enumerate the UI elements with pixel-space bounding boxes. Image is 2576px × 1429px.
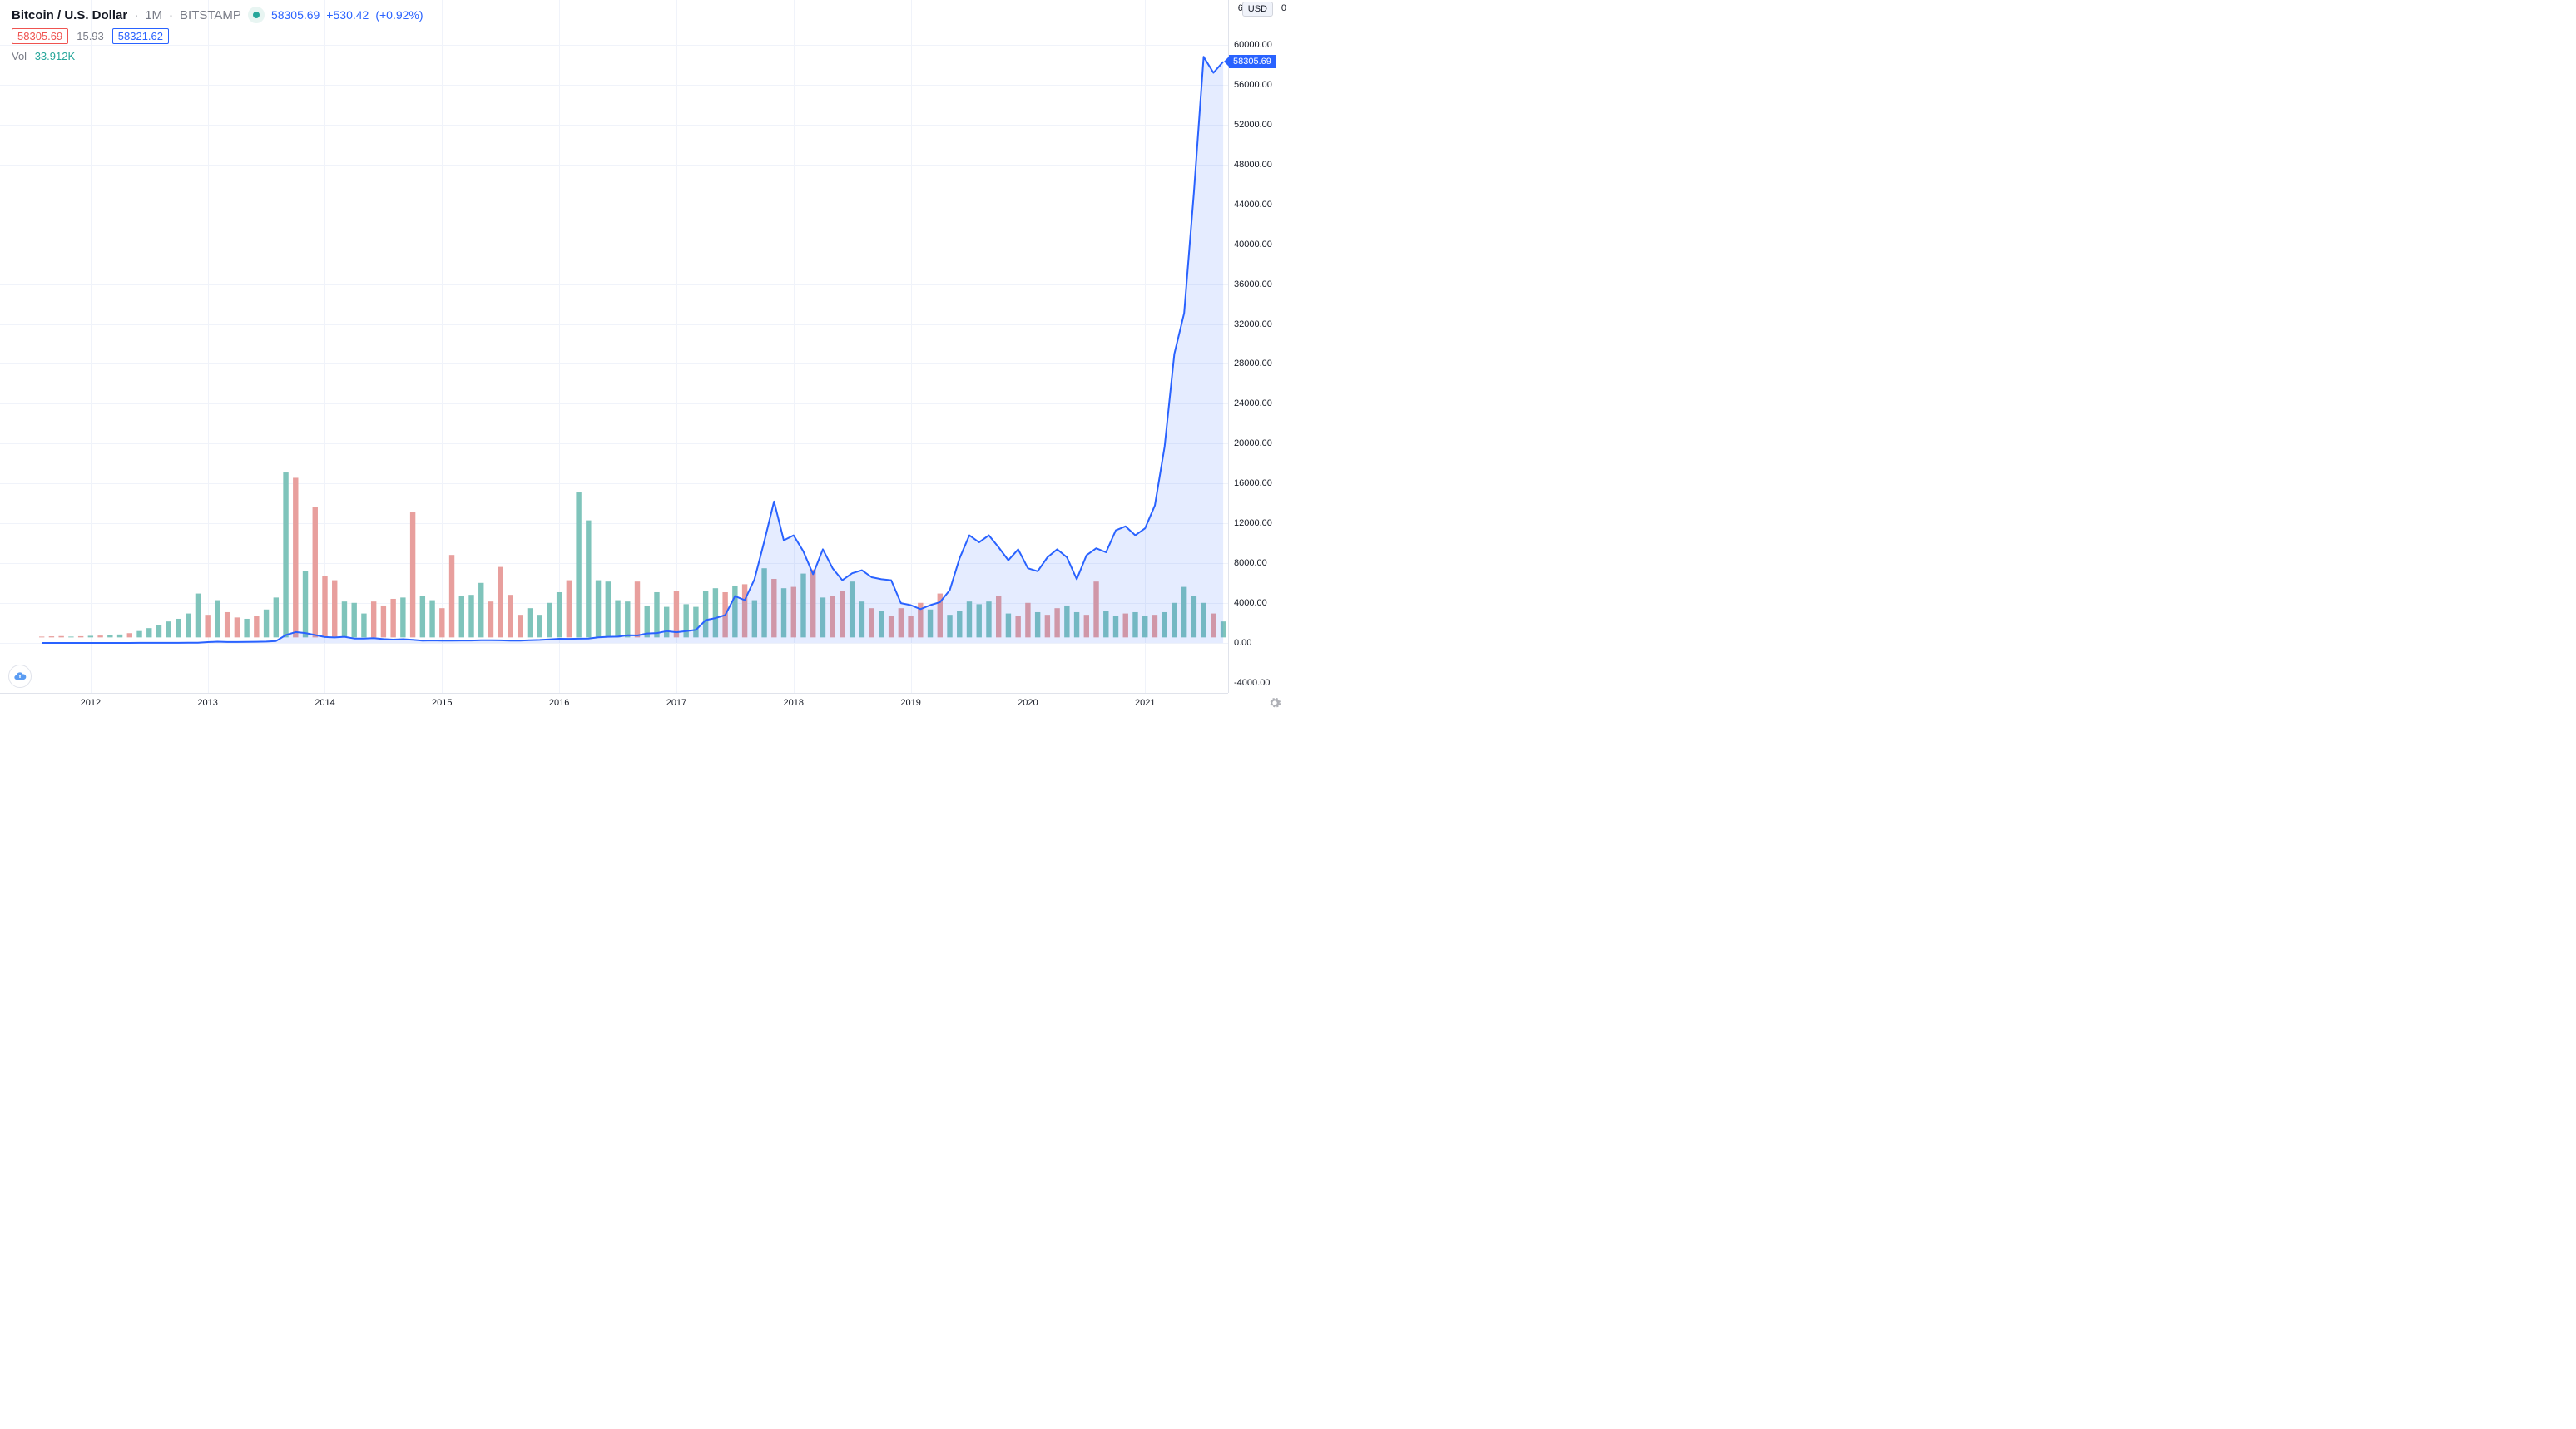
y-tick-label: 60000.00 [1234,40,1272,50]
y-top-right-num: 0 [1281,3,1286,13]
y-axis[interactable]: -4000.00 0.00 4000.00 8000.00 12000.00 16000.… [1228,0,1288,693]
x-tick-label: 2017 [666,698,686,708]
y-tick-label: 48000.00 [1234,160,1272,170]
market-status-icon [248,7,265,23]
x-tick-label: 2016 [549,698,569,708]
gear-icon [1268,696,1281,710]
chart-header: Bitcoin / U.S. Dollar · 1M · BITSTAMP 58… [12,7,424,23]
y-tick-label: 52000.00 [1234,120,1272,130]
chart-plot-area[interactable] [0,0,1228,693]
y-tick-label: 8000.00 [1234,558,1267,568]
y-tick-label: 28000.00 [1234,358,1272,368]
x-axis[interactable]: 2012 2013 2014 2015 2016 2017 2018 2019 2020 2021 [0,693,1228,714]
y-tick-label: 56000.00 [1234,80,1272,90]
price-line [0,0,1228,693]
interval-label: · [134,8,138,22]
x-tick-label: 2013 [197,698,217,708]
y-tick-label: 24000.00 [1234,398,1272,408]
cloud-sync-button[interactable] [8,665,32,688]
price-axis-marker: 58305.69 [1229,55,1276,68]
y-tick-label: 0.00 [1234,638,1251,648]
x-tick-label: 2021 [1135,698,1155,708]
y-tick-label: -4000.00 [1234,678,1270,688]
x-tick-label: 2014 [315,698,334,708]
x-tick-label: 2020 [1018,698,1038,708]
y-tick-label: 36000.00 [1234,279,1272,289]
y-tick-label: 12000.00 [1234,518,1272,528]
price-area-fill [42,57,1223,643]
exchange-label[interactable]: BITSTAMP [180,8,241,22]
price-change-pct: (+0.92%) [375,8,423,22]
currency-badge[interactable]: USD [1242,2,1273,17]
y-tick-label: 4000.00 [1234,598,1267,608]
volume-header: Vol 33.912K [12,50,75,62]
interval-sep: · [169,8,173,22]
x-tick-label: 2018 [784,698,804,708]
price-change-abs: +530.42 [326,8,369,22]
y-tick-label: 40000.00 [1234,240,1272,250]
interval-value[interactable]: 1M [145,8,162,22]
ask-box[interactable]: 58321.62 [112,28,169,44]
bid-box[interactable]: 58305.69 [12,28,68,44]
last-price: 58305.69 [271,8,320,22]
pair-title[interactable]: Bitcoin / U.S. Dollar [12,8,127,22]
y-tick-label: 32000.00 [1234,319,1272,329]
x-tick-label: 2012 [81,698,101,708]
settings-button[interactable] [1268,696,1283,711]
price-line-path [42,57,1223,643]
y-tick-label: 16000.00 [1234,478,1272,488]
bid-ask-row: 58305.69 15.93 58321.62 [12,28,169,44]
cloud-icon [13,670,27,683]
spread-value: 15.93 [77,30,104,42]
volume-label: Vol [12,50,27,62]
y-tick-label: 20000.00 [1234,438,1272,448]
y-tick-label: 44000.00 [1234,200,1272,210]
x-tick-label: 2019 [900,698,920,708]
x-tick-label: 2015 [432,698,452,708]
volume-value: 33.912K [35,50,75,62]
